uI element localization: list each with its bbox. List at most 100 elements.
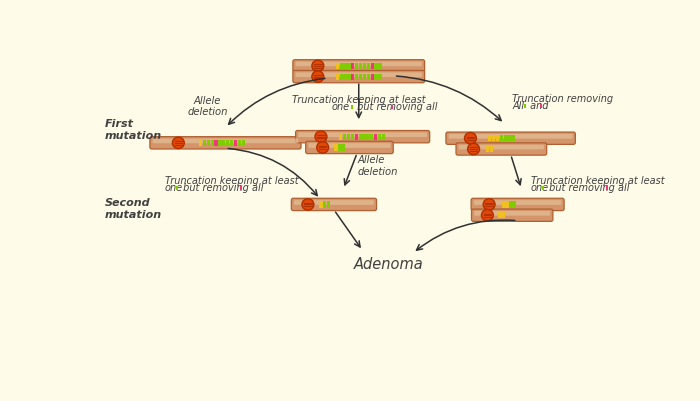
Text: and: and xyxy=(527,101,548,111)
Bar xyxy=(496,135,499,141)
Bar xyxy=(486,146,489,152)
Bar xyxy=(355,73,358,80)
Ellipse shape xyxy=(315,131,327,142)
Bar xyxy=(343,134,346,140)
Text: one: one xyxy=(165,183,183,193)
Ellipse shape xyxy=(483,199,495,210)
Ellipse shape xyxy=(468,143,480,155)
Bar xyxy=(176,186,178,190)
FancyBboxPatch shape xyxy=(293,71,425,83)
Bar xyxy=(340,63,343,69)
Bar xyxy=(211,140,214,146)
Bar xyxy=(382,134,385,140)
Ellipse shape xyxy=(316,142,328,153)
Bar xyxy=(503,135,507,141)
Ellipse shape xyxy=(172,137,184,148)
FancyBboxPatch shape xyxy=(293,60,425,72)
Text: Adenoma: Adenoma xyxy=(354,257,423,272)
Bar xyxy=(363,63,366,69)
Text: Truncation keeping at least: Truncation keeping at least xyxy=(292,95,426,105)
Bar xyxy=(222,140,225,146)
FancyBboxPatch shape xyxy=(458,145,544,150)
Bar xyxy=(374,73,378,80)
Bar xyxy=(199,140,202,146)
Bar xyxy=(370,134,373,140)
Text: but removing all: but removing all xyxy=(180,183,263,193)
Bar xyxy=(241,140,245,146)
FancyBboxPatch shape xyxy=(306,141,393,154)
Text: one: one xyxy=(331,102,349,112)
FancyBboxPatch shape xyxy=(153,139,298,143)
Bar xyxy=(379,63,382,69)
Bar xyxy=(524,104,526,108)
Text: Second
mutation: Second mutation xyxy=(104,198,162,220)
Bar xyxy=(344,73,346,80)
FancyBboxPatch shape xyxy=(471,198,564,211)
Bar xyxy=(351,134,354,140)
Bar xyxy=(340,73,343,80)
Bar xyxy=(363,134,365,140)
FancyBboxPatch shape xyxy=(456,143,547,155)
FancyBboxPatch shape xyxy=(295,72,422,77)
Bar xyxy=(379,73,382,80)
Bar xyxy=(370,63,374,69)
Bar xyxy=(214,140,218,146)
FancyBboxPatch shape xyxy=(295,62,422,66)
Text: but removing all: but removing all xyxy=(354,102,438,112)
FancyBboxPatch shape xyxy=(446,132,575,144)
Bar xyxy=(513,201,517,207)
FancyBboxPatch shape xyxy=(449,134,573,139)
Bar xyxy=(374,63,378,69)
FancyBboxPatch shape xyxy=(309,143,391,148)
FancyBboxPatch shape xyxy=(294,200,374,205)
Text: one: one xyxy=(531,183,549,193)
FancyBboxPatch shape xyxy=(474,211,550,216)
Text: Allele
deletion: Allele deletion xyxy=(357,155,398,177)
Bar xyxy=(542,186,544,190)
Bar xyxy=(338,144,342,150)
Bar xyxy=(319,201,323,207)
Text: but removing all: but removing all xyxy=(545,183,629,193)
Bar xyxy=(336,63,339,69)
Bar xyxy=(358,134,362,140)
Bar xyxy=(351,73,354,80)
Bar xyxy=(505,201,509,207)
Text: Truncation removing: Truncation removing xyxy=(512,94,613,104)
Bar xyxy=(511,135,514,141)
Bar xyxy=(336,73,339,80)
Bar xyxy=(363,73,366,80)
Ellipse shape xyxy=(312,60,324,71)
Ellipse shape xyxy=(482,209,494,221)
Bar xyxy=(351,63,354,69)
Bar xyxy=(508,135,511,141)
Bar xyxy=(502,212,505,218)
Bar xyxy=(366,134,370,140)
Bar xyxy=(335,144,337,150)
Text: Allele
deletion: Allele deletion xyxy=(188,96,228,117)
Text: Truncation keeping at least: Truncation keeping at least xyxy=(531,176,664,186)
Bar xyxy=(238,140,241,146)
Bar xyxy=(347,134,350,140)
Bar xyxy=(492,135,495,141)
Bar xyxy=(347,73,351,80)
Text: All: All xyxy=(512,101,524,111)
Bar xyxy=(344,63,346,69)
Bar xyxy=(355,63,358,69)
Bar xyxy=(540,104,542,108)
Bar xyxy=(367,73,370,80)
Bar xyxy=(391,105,393,109)
Bar xyxy=(342,144,345,150)
FancyBboxPatch shape xyxy=(295,130,430,143)
Text: First
mutation: First mutation xyxy=(104,119,162,140)
Bar xyxy=(206,140,210,146)
Bar xyxy=(370,73,374,80)
FancyBboxPatch shape xyxy=(298,132,427,137)
Bar xyxy=(606,186,608,190)
FancyBboxPatch shape xyxy=(474,200,561,205)
Bar xyxy=(203,140,206,146)
FancyBboxPatch shape xyxy=(472,209,553,221)
Bar xyxy=(327,201,330,207)
Bar xyxy=(240,186,242,190)
Bar xyxy=(226,140,230,146)
Bar xyxy=(340,134,342,140)
